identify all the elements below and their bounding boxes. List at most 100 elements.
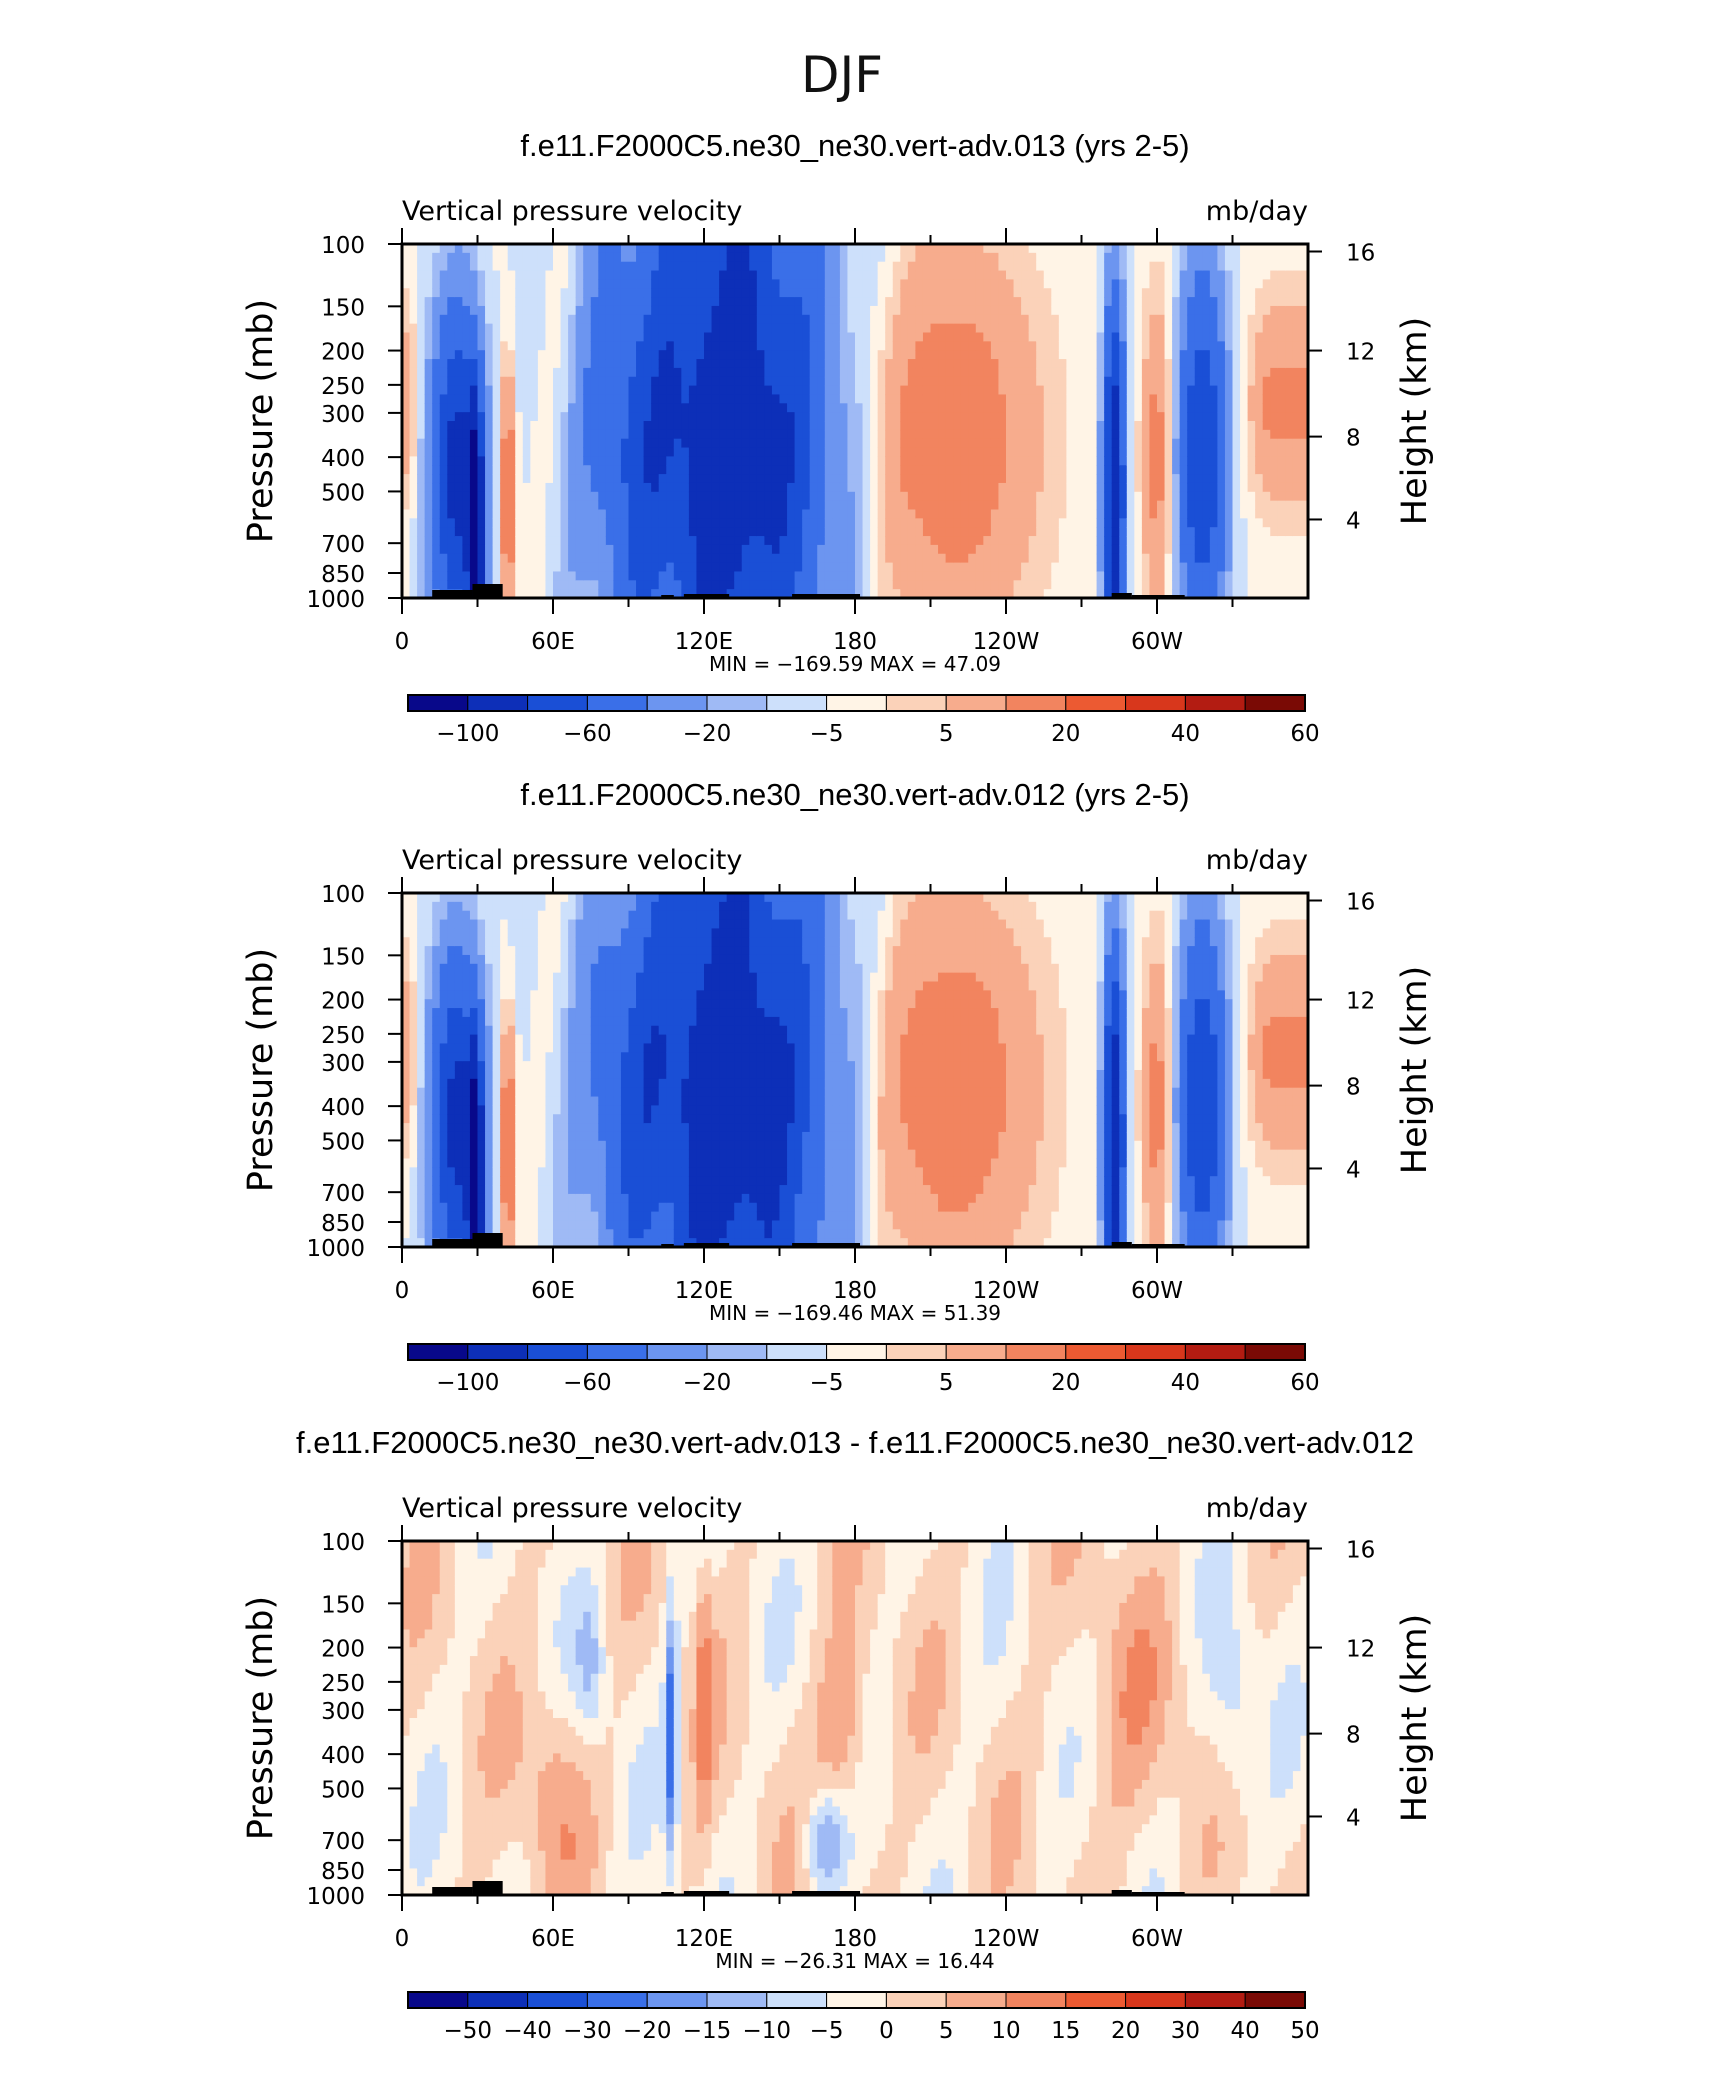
contour-cell xyxy=(1224,403,1234,413)
contour-cell xyxy=(636,261,645,272)
contour-cell xyxy=(1013,544,1022,555)
contour-cell xyxy=(855,447,864,457)
contour-cell xyxy=(1262,544,1271,555)
contour-cell xyxy=(1292,456,1302,466)
contour-cell xyxy=(568,261,577,272)
contour-cell xyxy=(1111,376,1120,387)
contour-cell xyxy=(1240,429,1249,440)
contour-cell xyxy=(968,429,977,440)
contour-cell xyxy=(787,421,796,431)
contour-cell xyxy=(824,297,833,307)
contour-cell xyxy=(1209,288,1218,298)
contour-cell xyxy=(628,474,637,484)
contour-cell xyxy=(847,394,856,404)
contour-cell xyxy=(530,367,539,378)
contour-cell xyxy=(402,447,411,457)
contour-cell xyxy=(975,323,984,334)
contour-cell xyxy=(688,482,698,493)
contour-cell xyxy=(575,305,584,316)
contour-cell xyxy=(990,562,1000,573)
contour-cell xyxy=(839,350,849,360)
contour-cell xyxy=(877,341,886,351)
contour-cell xyxy=(983,297,992,307)
contour-cell xyxy=(1073,323,1083,334)
contour-cell xyxy=(485,270,494,280)
contour-cell xyxy=(794,403,803,413)
contour-cell xyxy=(817,244,826,254)
contour-cell xyxy=(432,580,441,590)
contour-cell xyxy=(1209,279,1218,289)
contour-cell xyxy=(847,376,856,387)
contour-cell xyxy=(447,429,456,440)
contour-cell xyxy=(1172,403,1181,413)
contour-cell xyxy=(892,376,901,387)
contour-cell xyxy=(575,244,584,254)
contour-cell xyxy=(553,447,562,457)
contour-cell xyxy=(794,571,803,581)
contour-cell xyxy=(1194,332,1203,342)
contour-cell xyxy=(1194,270,1203,280)
contour-cell xyxy=(734,589,743,599)
contour-cell xyxy=(485,412,494,422)
contour-cell xyxy=(1126,305,1135,316)
contour-cell xyxy=(900,297,909,307)
contour-cell xyxy=(719,261,728,272)
contour-cell xyxy=(628,544,637,555)
contour-cell xyxy=(1058,359,1067,369)
contour-cell xyxy=(975,518,984,528)
contour-cell xyxy=(930,332,939,342)
contour-cell xyxy=(1066,403,1075,413)
contour-cell xyxy=(1081,544,1090,555)
contour-cell xyxy=(885,421,894,431)
contour-cell xyxy=(1043,518,1052,528)
contour-cell xyxy=(1164,465,1173,475)
contour-cell xyxy=(485,288,494,298)
contour-cell xyxy=(749,553,758,564)
contour-cell xyxy=(726,518,735,528)
contour-cell xyxy=(477,323,486,334)
contour-cell xyxy=(968,589,977,599)
contour-cell xyxy=(1036,482,1045,493)
contour-cell xyxy=(628,305,637,316)
contour-cell xyxy=(1255,580,1264,590)
contour-cell xyxy=(1089,438,1098,449)
contour-cell xyxy=(809,412,818,422)
contour-cell xyxy=(983,474,992,484)
contour-cell xyxy=(620,491,630,502)
contour-cell xyxy=(643,589,652,599)
contour-cell xyxy=(1081,359,1090,369)
contour-cell xyxy=(1073,314,1083,325)
contour-cell xyxy=(605,288,614,298)
contour-cell xyxy=(719,438,728,449)
contour-cell xyxy=(1172,244,1181,254)
contour-cell xyxy=(711,518,720,528)
contour-cell xyxy=(1247,465,1256,475)
contour-cell xyxy=(756,553,765,564)
contour-cell xyxy=(1081,403,1090,413)
contour-cell xyxy=(1066,297,1075,307)
contour-cell xyxy=(915,474,924,484)
contour-cell xyxy=(417,421,426,431)
contour-cell xyxy=(1300,482,1309,493)
contour-cell xyxy=(409,589,418,599)
contour-cell xyxy=(824,536,833,546)
contour-cell xyxy=(998,536,1007,546)
contour-cell xyxy=(500,279,509,289)
contour-cell xyxy=(907,465,916,475)
contour-cell xyxy=(1081,279,1090,289)
contour-cell xyxy=(1285,421,1294,431)
contour-cell xyxy=(636,385,645,396)
contour-cell xyxy=(1119,297,1128,307)
contour-cell xyxy=(500,518,509,528)
contour-cell xyxy=(1126,244,1135,254)
contour-cell xyxy=(545,518,554,528)
contour-cell xyxy=(915,332,924,342)
contour-cell xyxy=(575,261,584,272)
contour-cell xyxy=(620,385,630,396)
contour-cell xyxy=(590,367,599,378)
contour-cell xyxy=(907,403,916,413)
contour-cell xyxy=(1240,279,1249,289)
contour-cell xyxy=(734,350,743,360)
contour-cell xyxy=(613,491,622,502)
contour-cell xyxy=(643,571,652,581)
